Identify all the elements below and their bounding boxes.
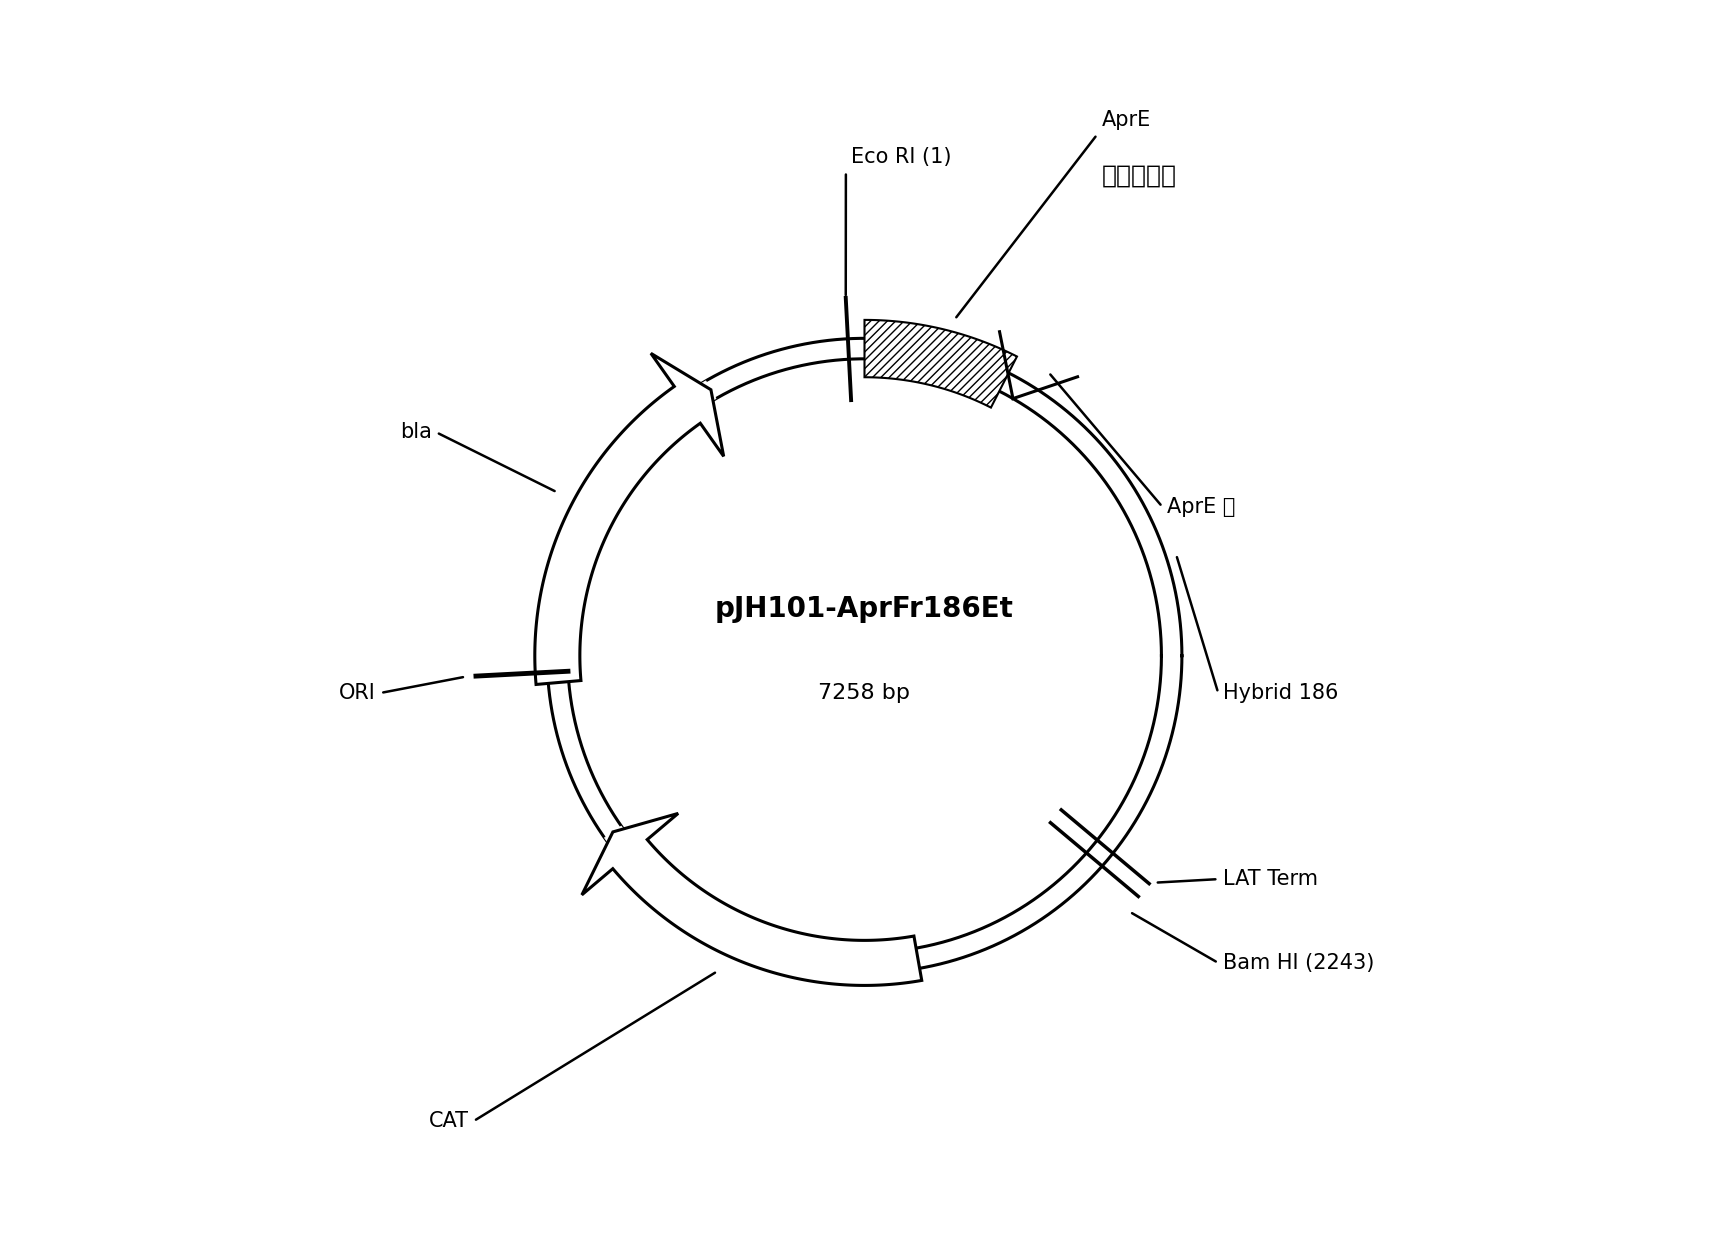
Polygon shape <box>605 826 920 974</box>
Text: CAT: CAT <box>429 1111 469 1131</box>
Polygon shape <box>864 320 1017 407</box>
Text: pJH101-AprFr186Et: pJH101-AprFr186Et <box>716 595 1013 623</box>
Polygon shape <box>583 814 922 986</box>
Text: Hybrid 186: Hybrid 186 <box>1222 683 1338 703</box>
Text: bla: bla <box>399 422 432 443</box>
Text: 启动子区域: 启动子区域 <box>1101 163 1177 188</box>
Polygon shape <box>534 354 724 684</box>
Text: ORI: ORI <box>339 683 375 703</box>
Text: Bam HI (2243): Bam HI (2243) <box>1222 952 1375 972</box>
Text: 7258 bp: 7258 bp <box>818 683 911 703</box>
Text: LAT Term: LAT Term <box>1222 870 1317 889</box>
Polygon shape <box>546 381 716 683</box>
Text: AprE: AprE <box>1101 110 1152 130</box>
Text: Eco RI (1): Eco RI (1) <box>851 147 951 167</box>
Text: AprE 肽: AprE 肽 <box>1167 497 1236 517</box>
